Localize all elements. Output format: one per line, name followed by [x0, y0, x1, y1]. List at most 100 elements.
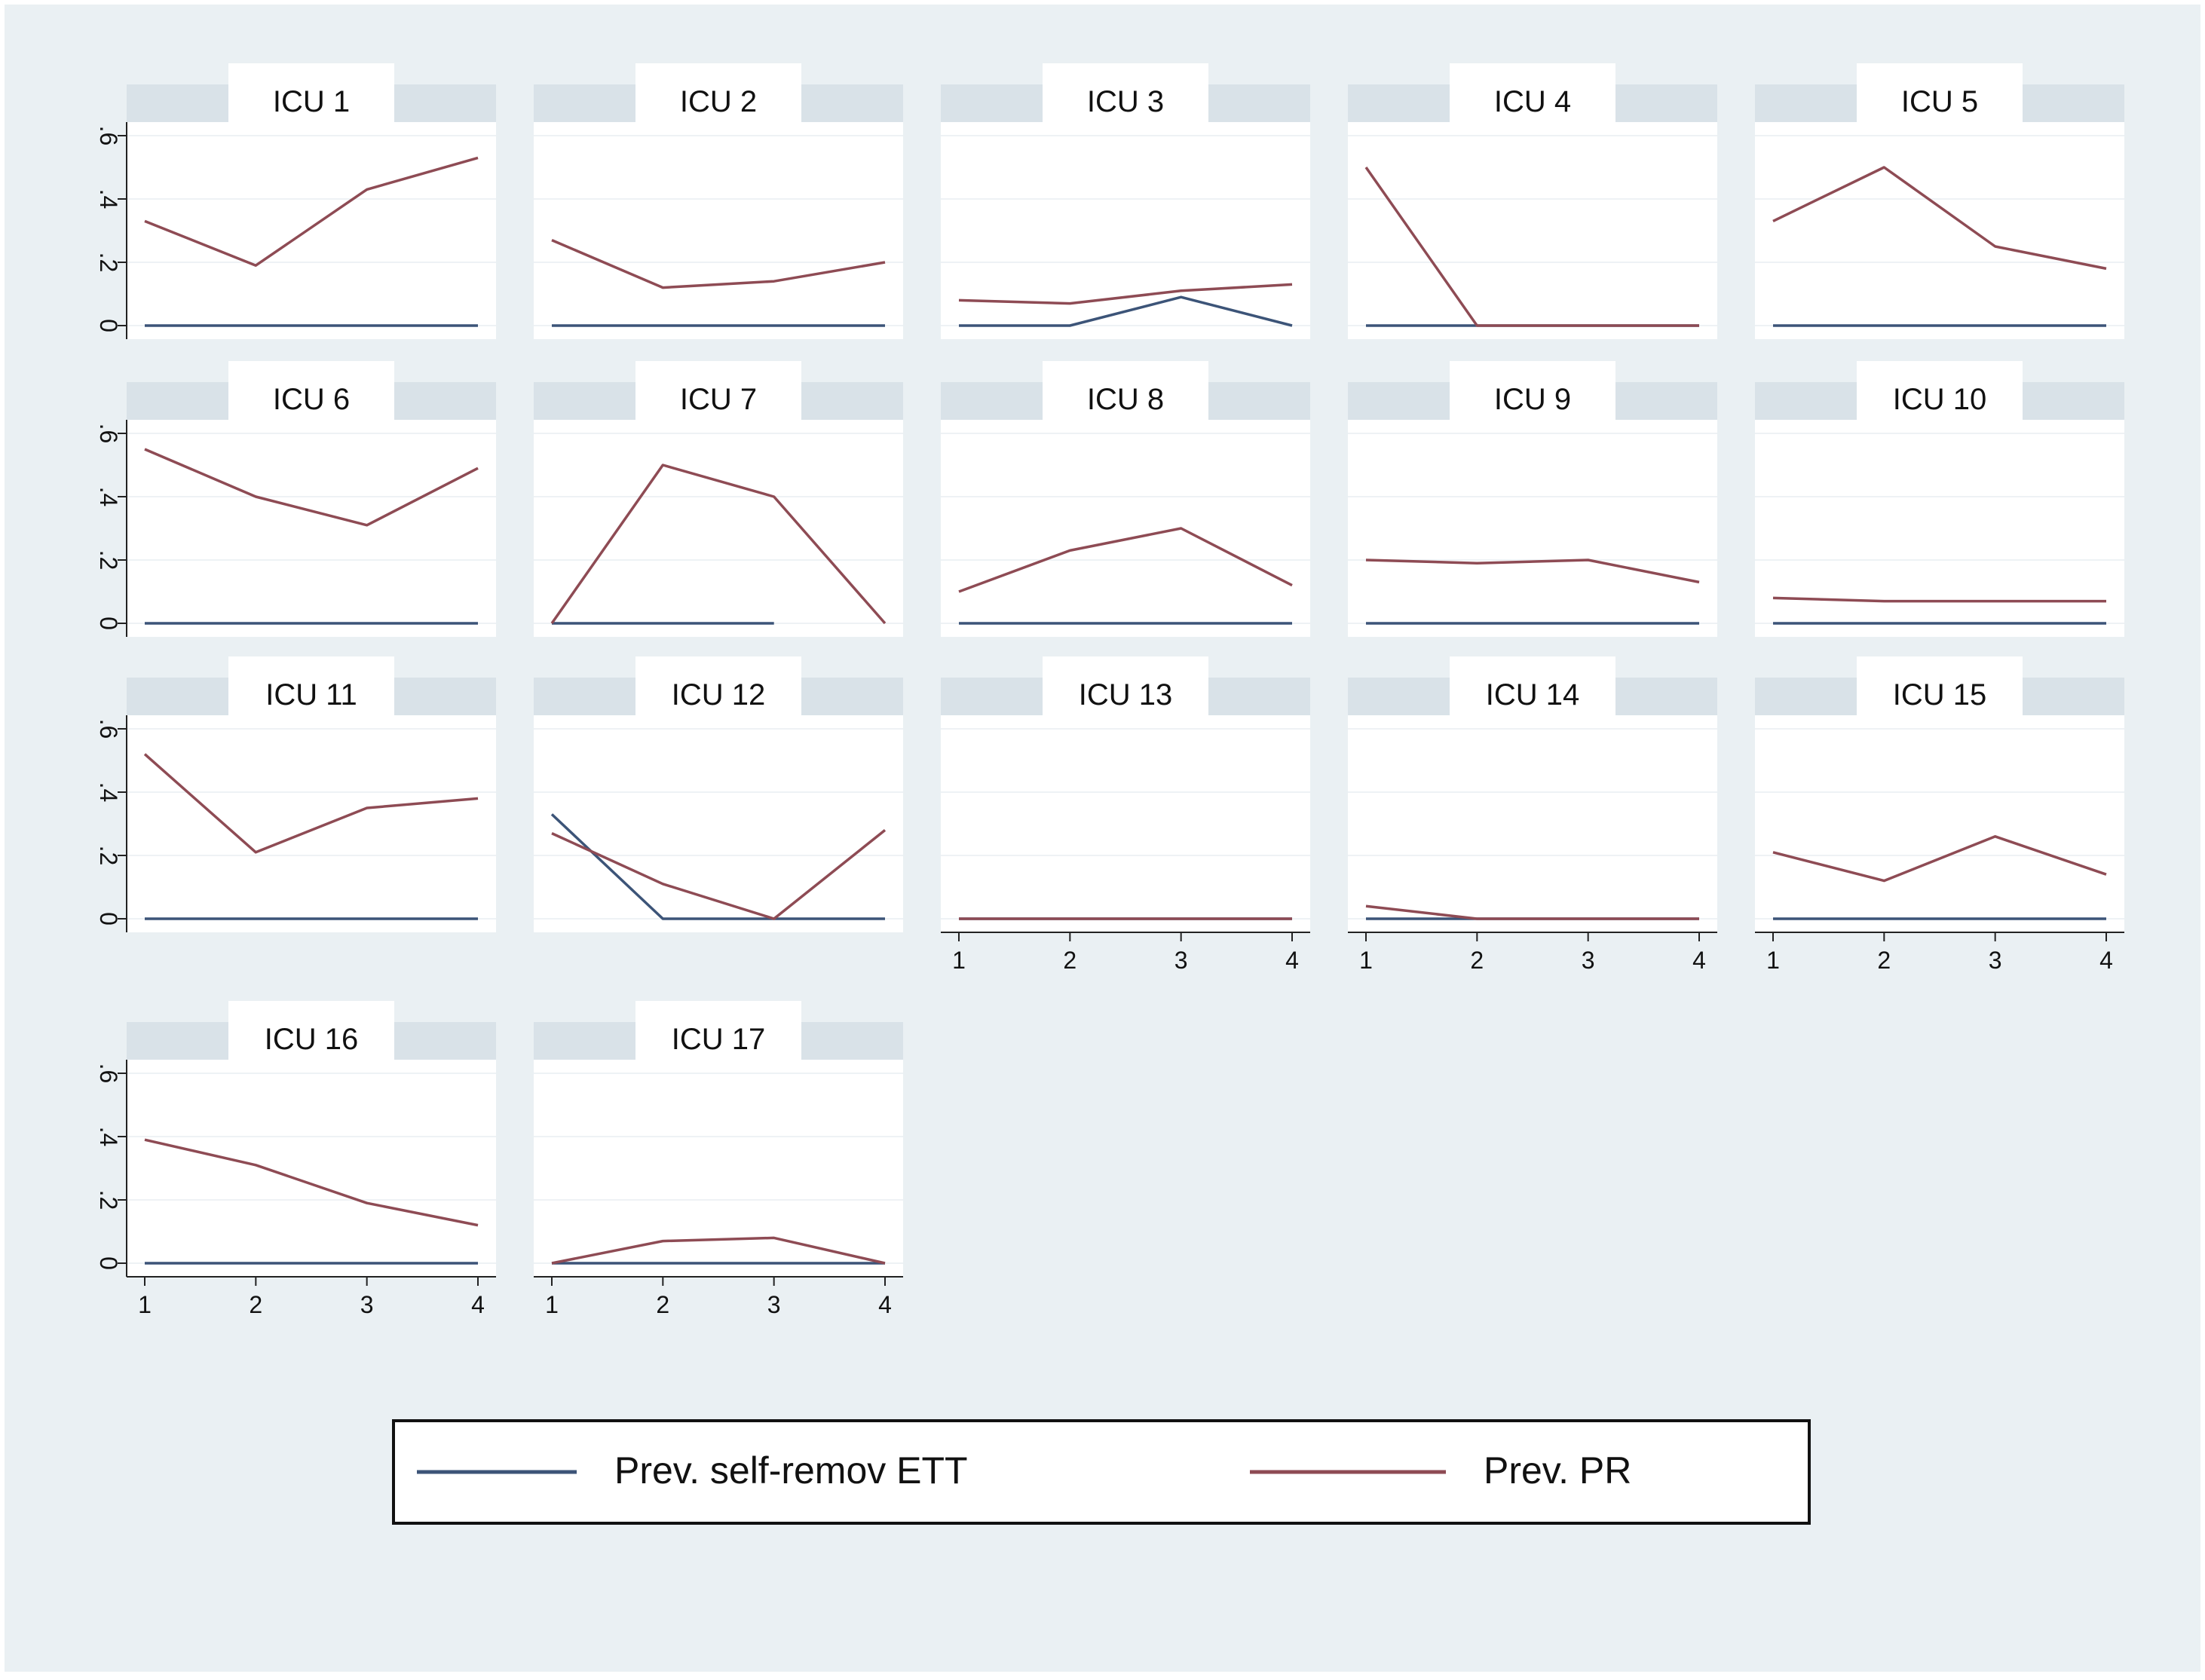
- series-line-pr: [550, 464, 887, 625]
- y-tick-label: .2: [95, 252, 122, 273]
- x-tick-label: 3: [1989, 947, 2002, 974]
- panel-title-box: [1857, 361, 2023, 433]
- panel-title-box: [635, 63, 801, 136]
- panel-9: ICU 9: [1348, 361, 1717, 637]
- panel-8: ICU 8: [941, 361, 1310, 637]
- x-tick-label: 2: [1063, 947, 1076, 974]
- panel-10: ICU 10: [1755, 361, 2124, 637]
- y-tick-label: 0: [95, 319, 122, 332]
- x-tick-label: 4: [878, 1291, 892, 1318]
- panel-title: ICU 9: [1494, 383, 1571, 416]
- panel-15: ICU 15 1 2 3 4: [1755, 656, 2124, 974]
- plot-area: [1348, 122, 1717, 339]
- plot-area: [534, 1060, 903, 1277]
- plot-area: [127, 715, 496, 932]
- panel-title: ICU 11: [265, 678, 357, 711]
- x-tick-label: 4: [2099, 947, 2113, 974]
- panel-7: ICU 7: [534, 361, 903, 637]
- x-tick-label: 2: [1470, 947, 1484, 974]
- y-tick-label: .6: [95, 424, 122, 444]
- series-line-pr: [144, 1138, 479, 1227]
- panel-title-box: [228, 656, 394, 729]
- panel-16: ICU 16 0 .2 .4 .6 1 2 3 4: [95, 1001, 496, 1318]
- series-line-pr: [144, 448, 479, 527]
- plot-area: [534, 420, 903, 637]
- series-line-pr: [551, 1236, 886, 1265]
- y-tick-label: 0: [95, 617, 122, 630]
- panel-title: ICU 4: [1494, 85, 1571, 118]
- panel-title-box: [228, 63, 394, 136]
- panel-5: ICU 5: [1755, 63, 2124, 339]
- series-line-ett: [959, 295, 1293, 327]
- panel-title-box: [1043, 361, 1208, 433]
- series-line-pr: [958, 283, 1293, 305]
- panel-title: ICU 15: [1893, 678, 1987, 711]
- x-tick-label: 4: [471, 1291, 485, 1318]
- legend: Prev. self-remov ETT Prev. PR: [392, 1419, 1811, 1525]
- x-tick-label: 3: [360, 1291, 374, 1318]
- plot-area: [1755, 122, 2124, 339]
- y-tick-label: 0: [95, 1256, 122, 1270]
- panel-4: ICU 4: [1348, 63, 1717, 339]
- panel-12: ICU 12: [534, 656, 903, 932]
- panel-title-box: [1857, 63, 2023, 136]
- plot-area: [1348, 420, 1717, 637]
- panel-17: ICU 17 1 2 3 4: [534, 1001, 903, 1318]
- series-line-pr: [1772, 596, 2106, 603]
- panel-title-box: [635, 361, 801, 433]
- y-tick-label: .6: [95, 126, 122, 146]
- x-tick-label: 3: [1582, 947, 1595, 974]
- panel-title: ICU 12: [672, 678, 766, 711]
- x-tick-label: 2: [656, 1291, 669, 1318]
- panel-title-box: [1450, 361, 1615, 433]
- series-line-pr: [551, 829, 887, 920]
- panel-title-box: [1450, 656, 1615, 729]
- series-line-pr: [1365, 904, 1699, 920]
- x-tick-label: 2: [1877, 947, 1891, 974]
- plot-area: [534, 122, 903, 339]
- panel-title: ICU 17: [672, 1023, 766, 1056]
- x-tick-label: 1: [1766, 947, 1780, 974]
- series-line-pr: [1772, 166, 2107, 271]
- panel-title: ICU 3: [1087, 85, 1164, 118]
- y-tick-label: .4: [95, 189, 122, 210]
- x-tick-label: 2: [249, 1291, 262, 1318]
- panel-title-box: [1857, 656, 2023, 729]
- series-line-pr: [143, 753, 479, 854]
- plot-area: [127, 420, 496, 637]
- panel-title: ICU 1: [273, 85, 350, 118]
- y-tick-label: .2: [95, 550, 122, 571]
- y-tick-label: .2: [95, 1190, 122, 1210]
- plot-area: [1755, 420, 2124, 637]
- panel-title: ICU 8: [1087, 383, 1164, 416]
- plot-area: [941, 715, 1310, 932]
- x-tick-label: 4: [1285, 947, 1299, 974]
- panel-6: ICU 6 0 .2 .4 .6: [95, 361, 496, 637]
- panel-title-box: [635, 656, 801, 729]
- panel-title: ICU 2: [680, 85, 757, 118]
- plot-area: [1755, 715, 2124, 932]
- panel-title: ICU 6: [273, 383, 350, 416]
- y-tick-label: .4: [95, 782, 122, 803]
- legend-box: [392, 1419, 1811, 1525]
- series-line-pr: [958, 527, 1293, 593]
- y-tick-label: .6: [95, 1063, 122, 1084]
- plot-area: [127, 1060, 496, 1277]
- panel-title-box: [228, 361, 394, 433]
- x-tick-label: 3: [1174, 947, 1188, 974]
- x-tick-label: 1: [952, 947, 966, 974]
- y-tick-label: .4: [95, 1127, 122, 1147]
- panel-title: ICU 5: [1901, 85, 1978, 118]
- series-line-pr: [1364, 166, 1699, 327]
- panel-title: ICU 7: [680, 383, 757, 416]
- x-tick-label: 1: [545, 1291, 559, 1318]
- legend-label: Prev. self-remov ETT: [614, 1449, 968, 1492]
- plot-area: [941, 122, 1310, 339]
- x-tick-label: 3: [767, 1291, 781, 1318]
- panel-title: ICU 13: [1079, 678, 1173, 711]
- y-tick-label: .4: [95, 487, 122, 507]
- panel-title: ICU 10: [1893, 383, 1987, 416]
- panel-3: ICU 3: [941, 63, 1310, 339]
- y-tick-label: .6: [95, 719, 122, 739]
